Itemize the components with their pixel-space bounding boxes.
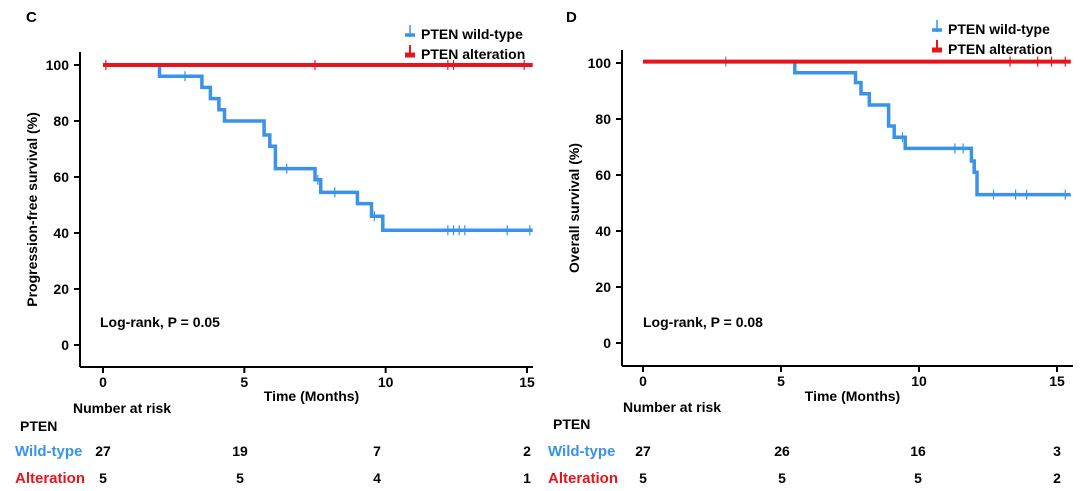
risk-table-title: Number at risk bbox=[73, 400, 171, 416]
risk-table-group-header: PTEN bbox=[20, 418, 57, 434]
risk-count: 5 bbox=[639, 470, 647, 486]
x-tick-label: 0 bbox=[99, 374, 107, 390]
legend-label: PTEN alteration bbox=[948, 41, 1052, 57]
risk-count: 16 bbox=[910, 443, 926, 459]
y-tick-label: 0 bbox=[61, 337, 69, 353]
x-tick-label: 15 bbox=[519, 374, 535, 390]
risk-count: 4 bbox=[373, 470, 381, 486]
y-tick-label: 60 bbox=[53, 169, 69, 185]
y-tick-label: 100 bbox=[588, 55, 612, 71]
survival-curve-wild-type bbox=[643, 59, 1071, 197]
risk-count: 1 bbox=[523, 470, 531, 486]
log-rank-annotation: Log-rank, P = 0.08 bbox=[643, 314, 763, 330]
risk-row-label: Wild-type bbox=[15, 443, 82, 460]
y-tick-label: 0 bbox=[603, 335, 611, 351]
x-tick-label: 5 bbox=[240, 374, 248, 390]
risk-count: 2 bbox=[523, 443, 531, 459]
x-axis-label: Time (Months) bbox=[805, 388, 900, 404]
risk-row-label: Wild-type bbox=[548, 443, 615, 460]
x-tick-label: 0 bbox=[639, 373, 647, 389]
risk-count: 5 bbox=[236, 470, 244, 486]
risk-table-title: Number at risk bbox=[623, 399, 721, 415]
y-tick-label: 20 bbox=[53, 281, 69, 297]
y-axis-label: Progression-free survival (%) bbox=[24, 112, 40, 307]
y-tick-label: 40 bbox=[53, 225, 69, 241]
legend-label: PTEN wild-type bbox=[948, 21, 1050, 37]
panel-label: C bbox=[26, 9, 37, 26]
risk-count: 2 bbox=[1053, 470, 1061, 486]
legend-label: PTEN wild-type bbox=[421, 26, 523, 42]
risk-count: 5 bbox=[99, 470, 107, 486]
y-axis-label: Overall survival (%) bbox=[566, 143, 582, 273]
x-tick-label: 10 bbox=[911, 373, 927, 389]
y-tick-label: 40 bbox=[595, 223, 611, 239]
y-tick-label: 60 bbox=[595, 167, 611, 183]
risk-count: 27 bbox=[635, 443, 651, 459]
risk-count: 26 bbox=[774, 443, 790, 459]
y-tick-label: 80 bbox=[595, 111, 611, 127]
x-axis-label: Time (Months) bbox=[264, 388, 359, 404]
x-tick-label: 15 bbox=[1049, 373, 1065, 389]
y-tick-label: 100 bbox=[46, 57, 70, 73]
risk-count: 5 bbox=[914, 470, 922, 486]
risk-count: 19 bbox=[232, 443, 248, 459]
risk-row-label: Alteration bbox=[15, 470, 85, 487]
x-tick-label: 10 bbox=[378, 374, 394, 390]
risk-count: 5 bbox=[778, 470, 786, 486]
risk-count: 3 bbox=[1053, 443, 1061, 459]
risk-count: 7 bbox=[373, 443, 381, 459]
risk-row-label: Alteration bbox=[548, 470, 618, 487]
risk-table-group-header: PTEN bbox=[553, 416, 590, 432]
panel-label: D bbox=[566, 9, 577, 26]
x-tick-label: 5 bbox=[777, 373, 785, 389]
y-tick-label: 80 bbox=[53, 113, 69, 129]
log-rank-annotation: Log-rank, P = 0.05 bbox=[100, 314, 220, 330]
survival-curve-wild-type bbox=[103, 63, 533, 232]
legend-label: PTEN alteration bbox=[421, 46, 525, 62]
y-tick-label: 20 bbox=[595, 279, 611, 295]
risk-count: 27 bbox=[95, 443, 111, 459]
